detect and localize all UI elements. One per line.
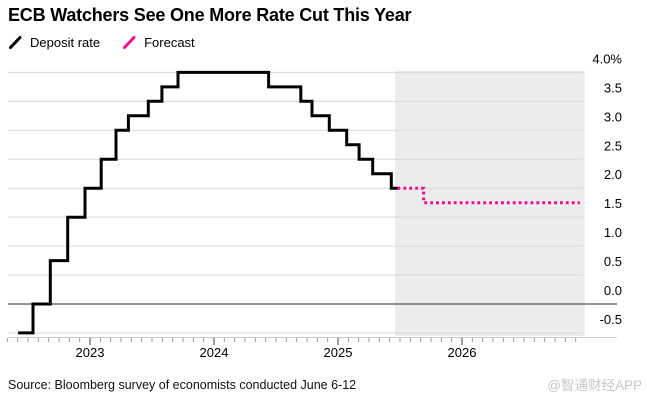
svg-text:1.0: 1.0 [604,225,622,240]
svg-text:-0.5: -0.5 [600,312,622,327]
y-gridlines [8,71,617,334]
legend-item-deposit-rate: Deposit rate [8,35,100,50]
svg-text:1.5: 1.5 [604,196,622,211]
svg-text:4.0%: 4.0% [592,51,622,66]
legend: Deposit rate Forecast [8,35,195,50]
chart-title: ECB Watchers See One More Rate Cut This … [8,5,412,25]
svg-text:2.0: 2.0 [604,167,622,182]
x-axis-labels: 2023 2024 2025 2026 [76,345,477,360]
legend-label-forecast: Forecast [144,35,195,50]
svg-text:3.5: 3.5 [604,80,622,95]
svg-text:3.0: 3.0 [604,109,622,124]
svg-text:2026: 2026 [448,345,477,360]
legend-label-deposit-rate: Deposit rate [30,35,101,50]
source-note: Source: Bloomberg survey of economists c… [8,378,357,392]
deposit-rate-line-marker-icon [9,36,22,49]
svg-text:2025: 2025 [324,345,353,360]
svg-text:0.5: 0.5 [604,254,622,269]
svg-text:2.5: 2.5 [604,138,622,153]
watermark: @智通财经APP [547,378,642,393]
y-axis-labels: 4.0% 3.5 3.0 2.5 2.0 1.5 1.0 0.5 0.0 -0.5 [592,51,622,327]
forecast-line [397,186,580,205]
svg-text:0.0: 0.0 [604,283,622,298]
deposit-rate-line [18,70,398,335]
svg-text:2024: 2024 [200,345,229,360]
x-axis [6,337,617,345]
svg-text:2023: 2023 [76,345,105,360]
legend-item-forecast: Forecast [122,35,195,50]
forecast-line-marker-icon [123,36,136,49]
